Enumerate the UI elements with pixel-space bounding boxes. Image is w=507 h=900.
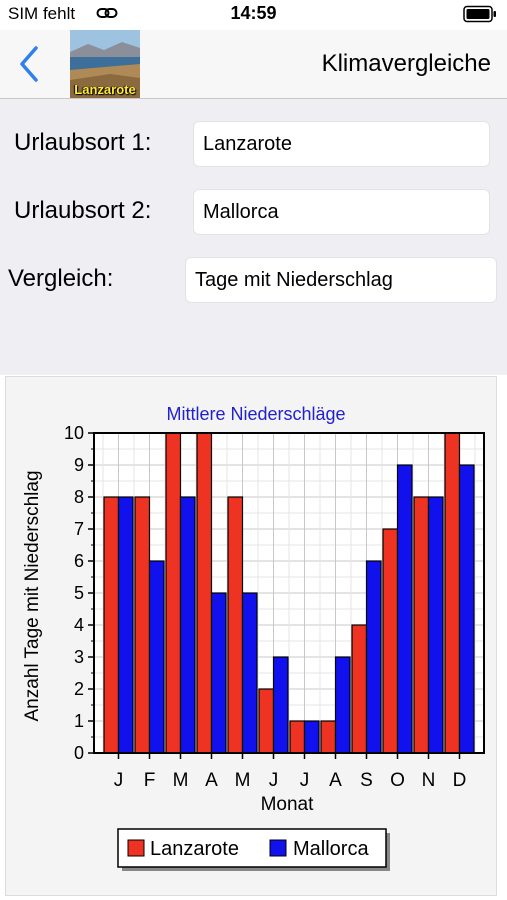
x-tick-label: A [329,770,342,791]
legend-swatch-mallorca [269,839,287,857]
y-tick-label: 3 [74,647,84,667]
x-tick-label: F [144,770,156,791]
bar-mallorca-5 [272,656,289,754]
legend-label-lanzarote: Lanzarote [150,838,239,860]
bar-lanzarote-5 [258,688,275,754]
y-tick-label: 6 [74,551,84,571]
y-tick-label: 10 [64,423,84,443]
beach-image [70,30,140,98]
y-tick-label: 4 [74,615,84,635]
bar-lanzarote-7 [320,720,337,754]
page-title: Klimavergleiche [321,50,491,77]
comparison-field[interactable]: Tage mit Niederschlag [185,257,497,303]
x-tick-label: N [422,770,436,791]
x-tick-label: O [390,770,405,791]
x-axis-label: Monat [261,794,315,815]
carrier-text: SIM fehlt [8,4,76,23]
y-tick-label: 7 [74,519,84,539]
bar-lanzarote-0 [103,496,120,754]
comparison-label: Vergleich: [8,265,114,292]
y-tick-label: 2 [74,679,84,699]
bar-lanzarote-9 [382,528,399,754]
destination-1-label: Urlaubsort 1: [14,129,152,156]
bar-mallorca-11 [458,464,475,754]
bar-lanzarote-2 [165,432,182,754]
x-tick-label: J [114,770,124,791]
bar-lanzarote-11 [444,432,461,754]
x-tick-label: J [269,770,279,791]
y-tick-label: 1 [74,711,84,731]
x-tick-label: J [300,770,310,791]
bar-lanzarote-1 [134,496,151,754]
y-tick-label: 0 [74,743,84,763]
x-tick-label: M [173,770,189,791]
bar-lanzarote-3 [196,432,213,754]
bar-mallorca-3 [210,592,227,754]
comparison-form: Urlaubsort 1: Lanzarote Urlaubsort 2: Ma… [0,99,507,375]
destination-2-label: Urlaubsort 2: [14,197,152,224]
clock: 14:59 [230,3,277,23]
location-thumbnail: Lanzarote [70,30,140,98]
battery-icon [463,5,496,23]
bar-mallorca-2 [179,496,196,754]
bar-lanzarote-6 [289,720,306,754]
chart-panel: Mittlere Niederschläge 0 1 2 3 4 5 6 7 8 9 10 J F M A M… [5,376,497,896]
bar-mallorca-4 [241,592,258,754]
link-icon [96,8,118,18]
bar-lanzarote-8 [351,624,368,754]
legend-label-mallorca: Mallorca [293,838,369,860]
bar-mallorca-6 [303,720,320,754]
bar-mallorca-1 [148,560,165,754]
bar-mallorca-0 [117,496,134,754]
bar-mallorca-10 [427,496,444,754]
nav-bar: Lanzarote Klimavergleiche [0,30,507,99]
chevron-left-icon[interactable] [12,44,48,84]
x-tick-label: S [360,770,373,791]
bar-lanzarote-10 [413,496,430,754]
x-tick-label: D [453,770,467,791]
y-tick-label: 9 [74,455,84,475]
x-tick-label: M [235,770,251,791]
thumbnail-label: Lanzarote [74,82,136,97]
chart-bars [103,432,475,754]
y-tick-label: 5 [74,583,84,603]
bar-mallorca-7 [334,656,351,754]
y-axis-label: Anzahl Tage mit Niederschlag [22,470,43,721]
chart-title: Mittlere Niederschläge [166,404,345,424]
y-tick-label: 8 [74,487,84,507]
status-bar: SIM fehlt 14:59 [0,0,507,30]
bar-lanzarote-4 [227,496,244,754]
legend-swatch-lanzarote [127,839,145,857]
destination-1-field[interactable]: Lanzarote [193,121,490,167]
destination-2-field[interactable]: Mallorca [193,189,490,235]
x-tick-label: A [205,770,218,791]
bar-mallorca-8 [365,560,382,754]
bar-mallorca-9 [396,464,413,754]
chart-legend: Lanzarote Mallorca [117,828,390,871]
